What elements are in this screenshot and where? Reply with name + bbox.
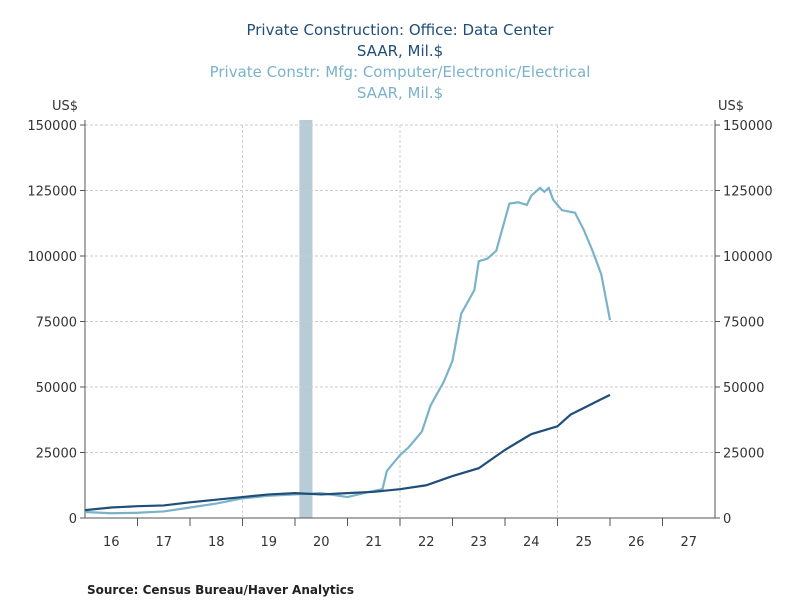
title-line: Private Construction: Office: Data Cente… (246, 21, 554, 39)
x-tick-label: 16 (103, 535, 120, 550)
title-line: SAAR, Mil.$ (357, 84, 443, 102)
recession-bar (299, 120, 313, 518)
x-tick-label: 18 (208, 535, 225, 550)
x-tick-label: 19 (260, 535, 277, 550)
x-tick-label: 21 (365, 535, 382, 550)
series-line-1 (84, 393, 611, 512)
y-tick-label-right: 125000 (723, 185, 773, 200)
source-note: Source: Census Bureau/Haver Analytics (87, 583, 354, 597)
title-line: Private Constr: Mfg: Computer/Electronic… (210, 63, 591, 81)
title-line: SAAR, Mil.$ (357, 42, 443, 60)
x-tick-label: 25 (575, 535, 592, 550)
x-tick-label: 22 (418, 535, 435, 550)
series-line-0 (84, 185, 612, 515)
x-tick-label: 20 (313, 535, 330, 550)
y-tick-label-left: 75000 (36, 316, 77, 331)
y-label-right: US$ (718, 99, 744, 114)
y-tick-label-left: 125000 (27, 185, 77, 200)
y-tick-label-right: 0 (723, 512, 731, 527)
x-tick-label: 17 (155, 535, 172, 550)
y-tick-label-right: 50000 (723, 381, 764, 396)
y-tick-label-right: 150000 (723, 119, 773, 134)
x-tick-label: 23 (470, 535, 487, 550)
y-tick-label-left: 25000 (36, 447, 77, 462)
y-tick-label-left: 100000 (27, 250, 77, 265)
x-tick-label: 24 (523, 535, 540, 550)
y-tick-label-right: 25000 (723, 447, 764, 462)
x-tick-label: 27 (680, 535, 697, 550)
y-label-left: US$ (52, 99, 78, 114)
x-tick-label: 26 (628, 535, 645, 550)
y-tick-label-right: 75000 (723, 316, 764, 331)
y-tick-label-left: 150000 (27, 119, 77, 134)
y-tick-label-right: 100000 (723, 250, 773, 265)
y-tick-label-left: 0 (69, 512, 77, 527)
y-tick-label-left: 50000 (36, 381, 77, 396)
